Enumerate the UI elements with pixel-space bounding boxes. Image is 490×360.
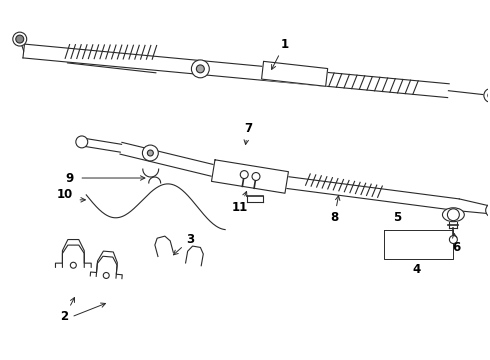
Ellipse shape — [442, 208, 465, 222]
Circle shape — [252, 172, 260, 180]
Circle shape — [486, 203, 490, 217]
Text: 8: 8 — [330, 196, 340, 224]
Circle shape — [449, 235, 457, 243]
Text: 1: 1 — [271, 37, 289, 69]
Circle shape — [71, 262, 76, 268]
Text: 3: 3 — [173, 233, 195, 255]
Circle shape — [13, 32, 26, 46]
Polygon shape — [212, 160, 289, 193]
Text: 6: 6 — [452, 233, 461, 254]
Circle shape — [76, 136, 88, 148]
Circle shape — [192, 60, 209, 78]
Polygon shape — [262, 61, 328, 86]
Text: 10: 10 — [56, 188, 73, 201]
Circle shape — [103, 273, 109, 278]
Circle shape — [147, 150, 153, 156]
Circle shape — [143, 145, 158, 161]
Text: 7: 7 — [244, 122, 252, 144]
Text: 2: 2 — [60, 298, 74, 323]
Text: 4: 4 — [413, 263, 421, 276]
Text: 5: 5 — [392, 211, 401, 224]
Circle shape — [484, 89, 490, 102]
Text: 9: 9 — [65, 171, 74, 185]
Circle shape — [240, 171, 248, 179]
Circle shape — [196, 65, 204, 73]
Circle shape — [16, 35, 24, 43]
Circle shape — [447, 209, 459, 221]
Text: 11: 11 — [232, 192, 248, 214]
Circle shape — [488, 93, 490, 98]
